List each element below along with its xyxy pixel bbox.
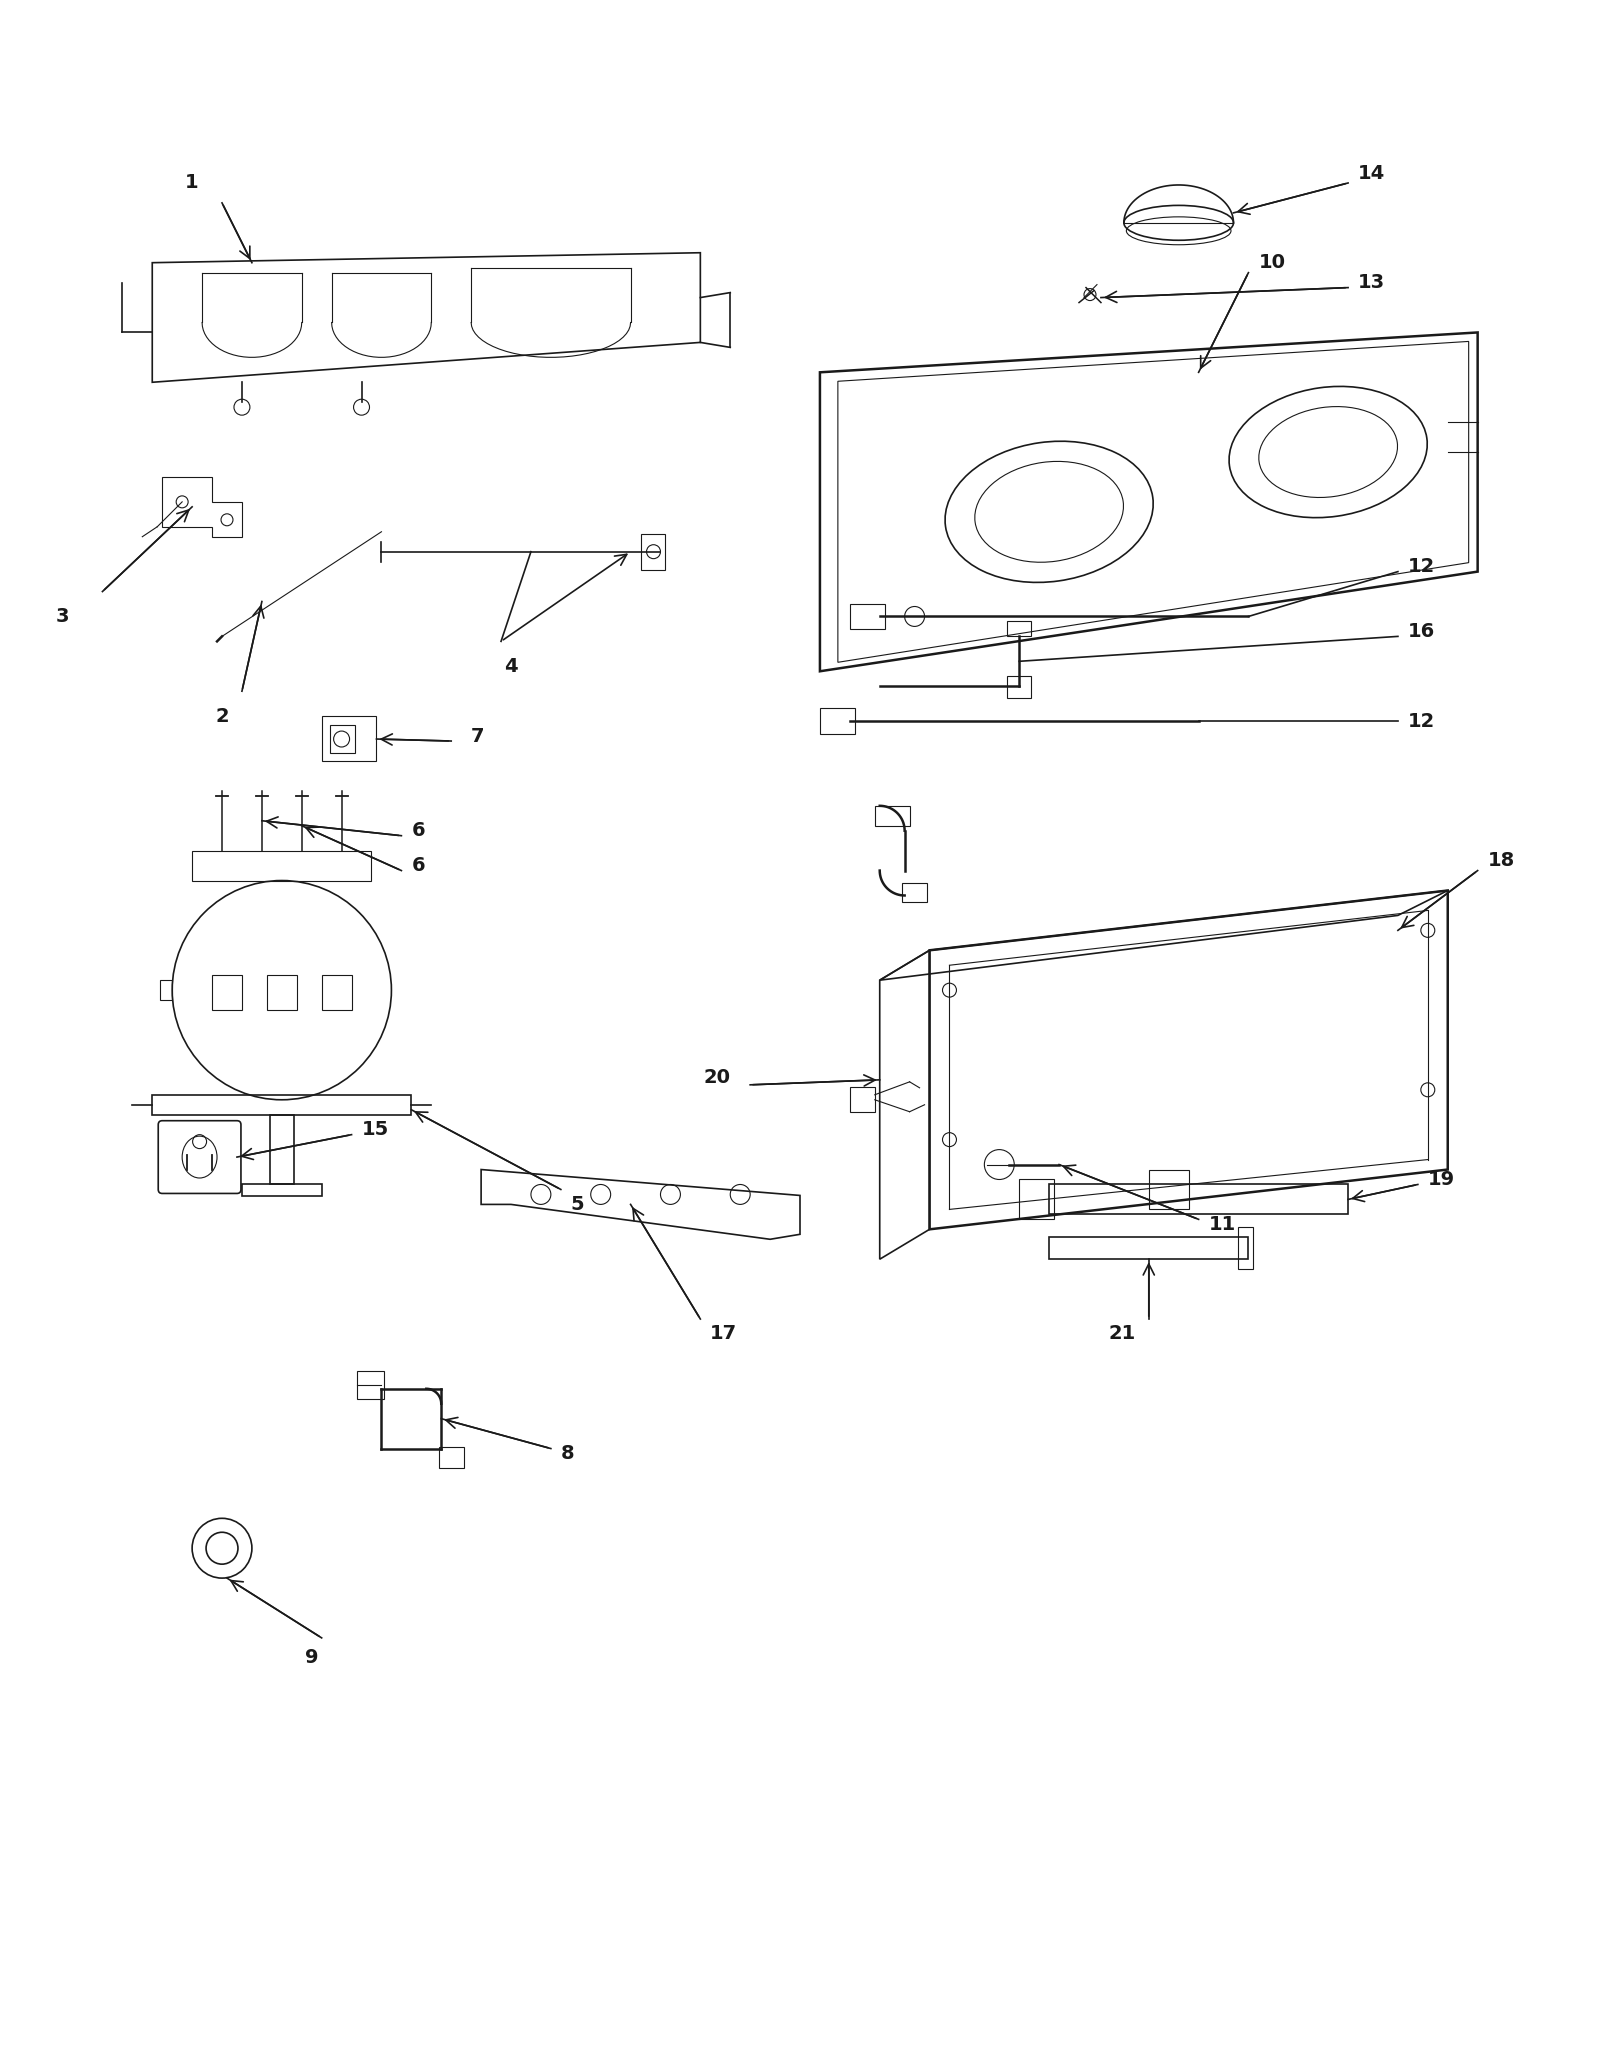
Bar — [267, 975, 296, 1010]
Text: 4: 4 — [504, 656, 518, 675]
Bar — [819, 708, 854, 735]
Bar — [160, 981, 173, 1000]
Bar — [440, 1447, 464, 1468]
Text: 20: 20 — [704, 1068, 730, 1087]
Text: 3: 3 — [56, 607, 69, 625]
Text: 13: 13 — [1358, 273, 1386, 292]
Text: 12: 12 — [1408, 557, 1435, 575]
Text: 12: 12 — [1408, 712, 1435, 731]
Text: 17: 17 — [710, 1325, 738, 1343]
Bar — [270, 1116, 294, 1184]
Bar — [1149, 1170, 1189, 1209]
Text: 5: 5 — [571, 1194, 584, 1213]
Bar — [152, 1095, 411, 1116]
Text: 6: 6 — [411, 857, 426, 876]
Bar — [330, 724, 355, 753]
Text: 7: 7 — [470, 727, 485, 745]
Text: 1: 1 — [186, 174, 198, 193]
Text: 11: 11 — [1208, 1215, 1235, 1234]
Text: 19: 19 — [1427, 1170, 1454, 1188]
Text: 16: 16 — [1408, 621, 1435, 642]
Text: 2: 2 — [216, 706, 229, 727]
Bar — [850, 1087, 875, 1112]
Bar — [902, 882, 926, 903]
Text: 6: 6 — [411, 822, 426, 840]
Text: 21: 21 — [1109, 1325, 1136, 1343]
Text: 9: 9 — [306, 1648, 318, 1666]
Bar — [875, 805, 910, 826]
Bar — [1019, 1180, 1054, 1219]
Bar — [850, 604, 885, 629]
Bar — [1050, 1184, 1349, 1215]
Bar — [322, 975, 352, 1010]
Bar — [1008, 621, 1030, 635]
Text: 18: 18 — [1488, 851, 1515, 869]
Bar — [1008, 677, 1030, 698]
Bar — [1238, 1228, 1253, 1269]
Bar — [1050, 1238, 1248, 1259]
Bar — [192, 851, 371, 880]
Bar — [357, 1370, 384, 1399]
Bar — [213, 975, 242, 1010]
Bar — [322, 716, 376, 762]
Text: 15: 15 — [362, 1120, 389, 1139]
Text: 10: 10 — [1259, 253, 1285, 271]
Text: 8: 8 — [562, 1445, 574, 1463]
Text: 14: 14 — [1358, 164, 1386, 182]
Bar — [242, 1184, 322, 1196]
